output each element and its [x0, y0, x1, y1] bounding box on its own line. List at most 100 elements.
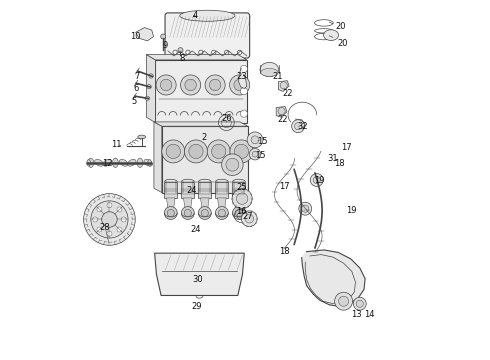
Circle shape [117, 227, 122, 232]
Text: 31: 31 [327, 154, 338, 163]
Circle shape [313, 176, 320, 184]
Text: 26: 26 [221, 114, 232, 123]
Circle shape [212, 144, 226, 159]
Circle shape [353, 297, 366, 310]
Bar [198, 182, 211, 198]
Ellipse shape [137, 158, 143, 167]
Circle shape [156, 75, 176, 95]
Circle shape [240, 87, 247, 95]
Text: 15: 15 [257, 137, 267, 146]
Polygon shape [147, 54, 155, 123]
FancyBboxPatch shape [165, 13, 250, 58]
Circle shape [235, 210, 243, 217]
Circle shape [247, 132, 263, 148]
Circle shape [198, 207, 211, 220]
Circle shape [167, 210, 174, 217]
Polygon shape [235, 198, 243, 209]
Circle shape [339, 296, 349, 306]
Ellipse shape [87, 159, 91, 166]
Text: 17: 17 [341, 143, 351, 152]
Circle shape [117, 207, 122, 212]
Circle shape [240, 110, 247, 117]
Circle shape [178, 48, 183, 53]
Circle shape [199, 50, 203, 54]
Bar [181, 182, 194, 198]
Circle shape [201, 210, 208, 217]
Text: 11: 11 [111, 140, 121, 149]
Circle shape [278, 108, 285, 115]
Bar [216, 182, 228, 198]
Circle shape [230, 140, 253, 163]
Circle shape [84, 194, 135, 245]
Text: 10: 10 [130, 32, 141, 41]
Circle shape [149, 74, 153, 78]
Text: 22: 22 [277, 114, 288, 123]
Circle shape [245, 215, 254, 223]
Circle shape [185, 140, 207, 163]
Circle shape [221, 154, 243, 175]
Text: 15: 15 [255, 151, 266, 160]
Circle shape [102, 212, 117, 227]
Circle shape [181, 207, 194, 220]
Circle shape [164, 207, 177, 220]
Circle shape [91, 201, 128, 238]
Circle shape [232, 189, 252, 209]
Text: 16: 16 [236, 207, 247, 216]
Ellipse shape [180, 10, 235, 21]
Circle shape [166, 144, 180, 159]
Text: 13: 13 [351, 310, 362, 319]
Circle shape [184, 210, 192, 217]
Polygon shape [136, 28, 153, 41]
Polygon shape [278, 81, 289, 91]
Ellipse shape [119, 159, 128, 166]
Circle shape [234, 79, 245, 91]
Circle shape [209, 79, 221, 91]
Ellipse shape [88, 158, 94, 167]
Ellipse shape [148, 159, 151, 166]
Text: 21: 21 [272, 72, 283, 81]
Circle shape [173, 50, 177, 54]
Text: 4: 4 [192, 10, 197, 19]
Circle shape [147, 85, 151, 89]
Circle shape [226, 158, 239, 171]
Circle shape [310, 174, 323, 186]
Bar [162, 126, 248, 193]
Circle shape [280, 82, 287, 89]
Circle shape [238, 50, 242, 54]
Circle shape [181, 75, 200, 95]
Circle shape [236, 193, 248, 204]
Text: 28: 28 [100, 223, 110, 232]
Polygon shape [239, 68, 247, 89]
Polygon shape [218, 198, 226, 209]
Ellipse shape [127, 159, 136, 166]
Text: 20: 20 [337, 39, 348, 48]
Circle shape [189, 144, 203, 159]
Bar [155, 60, 247, 123]
Text: 20: 20 [336, 22, 346, 31]
Circle shape [335, 292, 353, 310]
Ellipse shape [138, 135, 146, 139]
Text: 18: 18 [334, 159, 344, 168]
Circle shape [185, 79, 196, 91]
Circle shape [160, 79, 172, 91]
Text: 8: 8 [179, 54, 185, 63]
Circle shape [299, 202, 312, 215]
Text: 12: 12 [102, 159, 112, 168]
Circle shape [224, 50, 229, 54]
Text: 18: 18 [279, 247, 290, 256]
Ellipse shape [103, 159, 112, 166]
Ellipse shape [113, 158, 118, 167]
Circle shape [162, 140, 185, 163]
Ellipse shape [95, 159, 103, 166]
Text: 27: 27 [243, 212, 253, 221]
Circle shape [161, 34, 166, 39]
Text: 23: 23 [236, 72, 247, 81]
Text: 19: 19 [315, 176, 325, 185]
Circle shape [107, 203, 112, 208]
Text: 9: 9 [163, 41, 168, 50]
Circle shape [205, 75, 225, 95]
Ellipse shape [144, 159, 152, 166]
Polygon shape [147, 54, 247, 60]
Circle shape [356, 300, 364, 307]
Polygon shape [302, 250, 365, 306]
